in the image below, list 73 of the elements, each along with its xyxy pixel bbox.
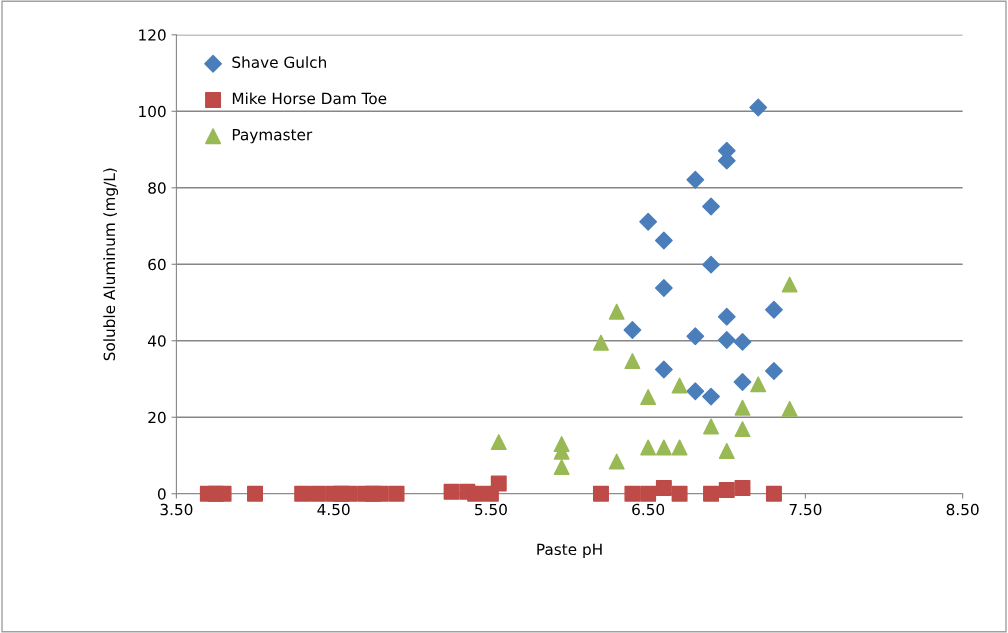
- point: [388, 485, 405, 502]
- point: [703, 485, 720, 502]
- point: [215, 485, 232, 502]
- y-tick-label: 40: [147, 335, 166, 347]
- point: [490, 475, 507, 492]
- point: [654, 231, 673, 250]
- point: [490, 434, 507, 451]
- point: [781, 400, 798, 417]
- y-tick-label: 120: [139, 29, 166, 41]
- point: [686, 327, 705, 346]
- point: [671, 377, 688, 394]
- point: [608, 453, 625, 470]
- point: [781, 276, 798, 293]
- point: [734, 480, 751, 496]
- point: [640, 389, 657, 405]
- point: [467, 485, 484, 502]
- point: [654, 279, 673, 297]
- x-tick-label: 4.50: [317, 503, 350, 516]
- point: [247, 485, 264, 502]
- point: [718, 442, 735, 459]
- point: [372, 485, 389, 502]
- point: [294, 485, 311, 502]
- point: [671, 485, 688, 502]
- point: [702, 387, 720, 406]
- point: [686, 382, 705, 401]
- point: [671, 439, 688, 456]
- point: [640, 485, 657, 502]
- point: [654, 360, 673, 379]
- point: [718, 481, 735, 498]
- point: [750, 376, 767, 393]
- point: [640, 439, 657, 456]
- point: [608, 303, 625, 320]
- point: [703, 418, 720, 435]
- y-tick-label: 0: [157, 488, 166, 500]
- x-axis-title: Paste pH: [537, 543, 602, 559]
- x-tick-label: 5.50: [475, 503, 507, 516]
- point: [717, 307, 736, 326]
- point: [623, 321, 642, 339]
- point: [702, 255, 720, 274]
- point: [309, 485, 326, 502]
- point: [655, 439, 672, 456]
- point: [592, 485, 609, 502]
- point: [734, 399, 751, 416]
- legend-label: Shave Gulch: [232, 56, 326, 69]
- x-tick-label: 7.50: [789, 503, 822, 516]
- point: [624, 485, 641, 502]
- point: [733, 373, 752, 391]
- point: [765, 485, 782, 502]
- point: [624, 353, 641, 370]
- legend-label: Paymaster: [232, 129, 313, 144]
- point: [639, 212, 658, 231]
- point: [655, 480, 672, 496]
- point: [765, 300, 783, 319]
- x-tick-label: 3.50: [160, 503, 193, 516]
- x-tick-label: 6.50: [632, 503, 665, 516]
- point: [443, 483, 460, 500]
- y-tick-label: 20: [148, 411, 166, 424]
- y-tick-label: 100: [139, 105, 166, 118]
- point: [733, 333, 752, 351]
- y-axis-title: Soluble Aluminum (mg/L): [103, 168, 119, 361]
- point: [765, 362, 783, 380]
- x-tick-label: 8.50: [946, 503, 979, 516]
- point: [592, 334, 609, 351]
- y-tick-label: 80: [148, 182, 166, 194]
- y-tick-label: 60: [148, 258, 166, 271]
- point: [341, 485, 358, 502]
- point: [702, 197, 720, 216]
- point: [734, 421, 751, 438]
- legend-label: Mike Horse Dam Toe: [232, 92, 387, 105]
- point: [717, 331, 736, 349]
- point: [749, 98, 768, 117]
- point: [686, 170, 705, 189]
- point: [553, 458, 570, 475]
